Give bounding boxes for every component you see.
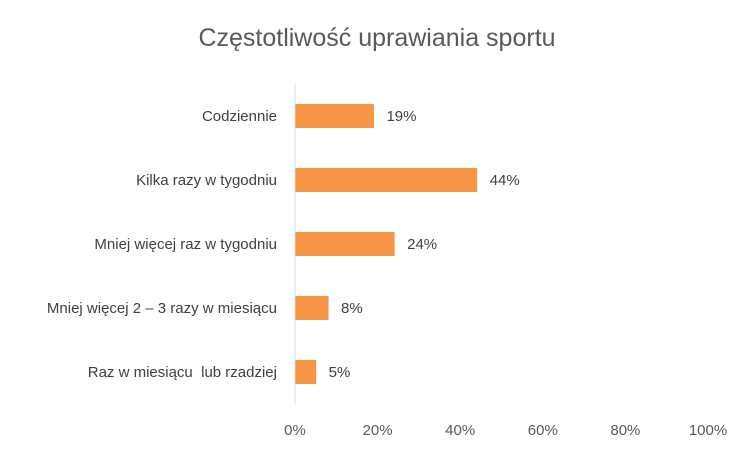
bar-3	[296, 296, 329, 320]
bar-1	[296, 168, 478, 192]
category-label-2: Mniej więcej raz w tygodniu	[94, 236, 277, 253]
category-label-0: Codziennie	[202, 108, 277, 125]
data-label-2: 24%	[407, 236, 437, 253]
bars-group	[296, 104, 478, 384]
x-tick-label-3: 60%	[528, 422, 558, 439]
bar-0	[296, 104, 374, 128]
x-tick-label-5: 100%	[689, 422, 727, 439]
data-label-0: 19%	[386, 108, 416, 125]
data-label-1: 44%	[490, 172, 520, 189]
category-labels: Codziennie Kilka razy w tygodniu Mniej wię…	[47, 108, 277, 381]
x-tick-label-0: 0%	[284, 422, 306, 439]
x-axis-ticks: 0% 20% 40% 60% 80% 100%	[284, 422, 727, 439]
data-label-4: 5%	[329, 364, 351, 381]
category-label-1: Kilka razy w tygodniu	[136, 172, 277, 189]
category-label-3: Mniej więcej 2 – 3 razy w miesiącu	[47, 300, 277, 317]
x-tick-label-4: 80%	[610, 422, 640, 439]
category-label-4: Raz w miesiącu lub rzadziej	[88, 364, 277, 381]
bar-2	[296, 232, 395, 256]
bar-4	[296, 360, 317, 384]
chart-title: Częstotliwość uprawiania sportu	[198, 24, 555, 52]
x-tick-label-1: 20%	[363, 422, 393, 439]
data-label-3: 8%	[341, 300, 363, 317]
x-tick-label-2: 40%	[445, 422, 475, 439]
